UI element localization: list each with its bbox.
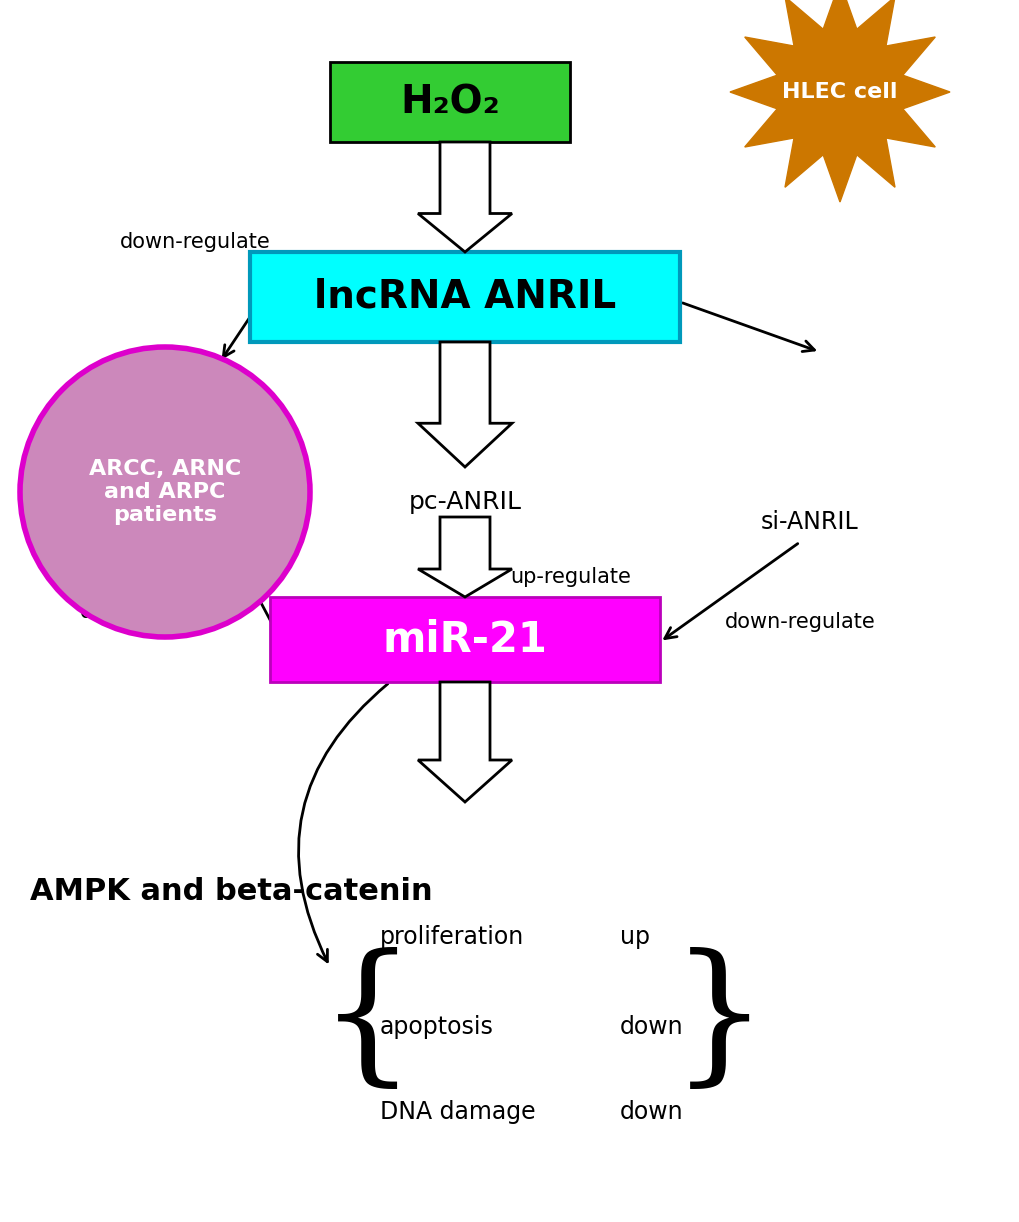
Text: pc-ANRIL: pc-ANRIL (408, 490, 521, 514)
FancyBboxPatch shape (330, 62, 570, 142)
FancyBboxPatch shape (250, 252, 680, 342)
Text: H₂O₂: H₂O₂ (399, 83, 499, 121)
Text: down-regulate: down-regulate (79, 602, 230, 622)
Polygon shape (418, 682, 512, 802)
Text: lncRNA ANRIL: lncRNA ANRIL (314, 277, 615, 316)
Text: miR-21: miR-21 (382, 618, 547, 661)
Text: down: down (620, 1015, 683, 1039)
Text: }: } (671, 948, 768, 1096)
Text: down-regulate: down-regulate (119, 232, 270, 252)
Text: apoptosis: apoptosis (380, 1015, 493, 1039)
Polygon shape (730, 0, 949, 202)
Polygon shape (418, 517, 512, 598)
Text: up-regulate: up-regulate (510, 567, 631, 587)
FancyBboxPatch shape (270, 598, 659, 682)
Text: si-ANRIL: si-ANRIL (760, 510, 858, 534)
Polygon shape (418, 142, 512, 252)
Circle shape (20, 347, 310, 637)
Text: HLEC cell: HLEC cell (782, 82, 897, 101)
Text: proliferation: proliferation (380, 925, 524, 949)
Text: DNA damage: DNA damage (380, 1100, 535, 1124)
Polygon shape (418, 342, 512, 467)
Text: AMPK and beta-catenin: AMPK and beta-catenin (30, 877, 432, 907)
Text: up: up (620, 925, 649, 949)
Text: ARCC, ARNC
and ARPC
patients: ARCC, ARNC and ARPC patients (89, 458, 240, 525)
Text: down-regulate: down-regulate (723, 612, 874, 632)
Text: down: down (620, 1100, 683, 1124)
Text: {: { (319, 948, 416, 1096)
